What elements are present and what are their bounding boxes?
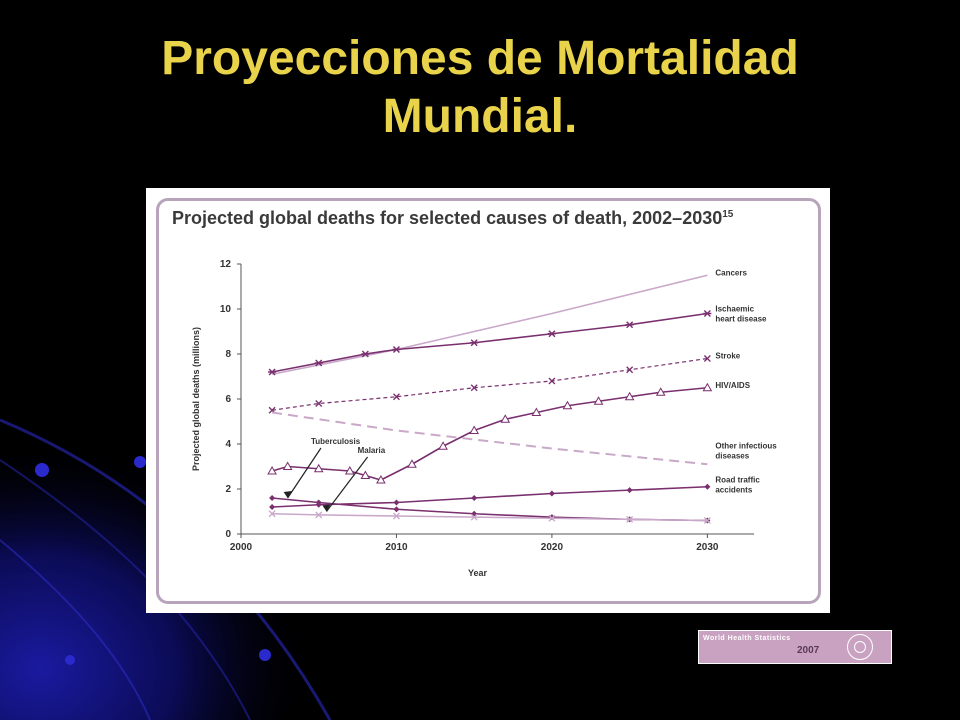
badge-year: 2007 <box>797 645 820 656</box>
data-point <box>392 512 400 520</box>
x-tick-label: 2000 <box>230 542 253 553</box>
annotation-arrow <box>287 447 322 499</box>
y-tick-label: 10 <box>220 304 232 315</box>
chart-figure: Projected global deaths for selected cau… <box>146 188 830 613</box>
data-point <box>624 391 635 401</box>
series-end-label: Road traffic <box>715 475 760 484</box>
series-line <box>271 411 708 466</box>
series-end-label: Ischaemic <box>715 304 754 313</box>
data-point <box>315 400 323 407</box>
who-emblem-icon <box>847 634 873 660</box>
y-axis-title: Projected global deaths (millions) <box>191 327 201 471</box>
series-end-label: heart disease <box>715 314 767 323</box>
data-point <box>269 495 276 501</box>
data-point <box>704 483 711 490</box>
chart-footnote: 15 <box>722 209 734 220</box>
data-point <box>702 382 713 392</box>
data-point <box>593 396 604 405</box>
data-point <box>470 339 479 347</box>
data-point <box>360 470 371 479</box>
series-line <box>271 274 708 376</box>
chart-title-text: Projected global deaths for selected cau… <box>172 208 723 228</box>
annotation-label: Malaria <box>358 446 386 455</box>
data-point <box>438 441 448 450</box>
y-tick-label: 12 <box>220 259 232 270</box>
data-point <box>547 330 556 338</box>
line-chart: 0 2 4 6 8 10 12 2000 2010 2020 2030 Year Projected g… <box>191 259 777 578</box>
data-point <box>470 384 478 392</box>
page-title: Proyecciones de Mortalidad Mundial. <box>0 30 960 146</box>
data-point <box>655 387 666 396</box>
annotation-arrowhead <box>283 491 292 498</box>
data-point <box>313 463 324 473</box>
data-point <box>548 514 556 522</box>
data-point <box>626 487 633 494</box>
y-tick-label: 4 <box>225 439 231 450</box>
data-point <box>393 499 400 506</box>
page-title-line2: Mundial. <box>382 90 578 143</box>
data-point <box>625 321 634 329</box>
series-end-label: diseases <box>715 452 749 461</box>
data-point <box>315 499 322 506</box>
x-tick-label: 2020 <box>541 542 564 553</box>
annotation-arrowhead <box>322 504 331 512</box>
data-point <box>268 510 276 518</box>
data-point <box>703 517 711 524</box>
annotation-label: Tuberculosis <box>311 437 361 446</box>
wh-statistics-badge: World Health Statistics 2007 <box>698 630 892 664</box>
series-end-label: Other infectious <box>715 442 777 451</box>
data-point <box>703 355 711 362</box>
data-point <box>531 407 542 416</box>
data-point <box>469 425 480 434</box>
data-point <box>471 495 478 501</box>
series-line <box>272 357 708 411</box>
y-tick-label: 0 <box>225 529 231 540</box>
data-point <box>703 310 712 317</box>
data-point <box>314 359 323 367</box>
data-point <box>470 513 478 521</box>
series-line <box>271 386 708 481</box>
series-end-label: Cancers <box>715 268 747 277</box>
y-tick-label: 8 <box>225 349 231 360</box>
data-point <box>269 504 276 510</box>
series-line <box>271 312 708 373</box>
data-point <box>407 459 417 468</box>
badge-title: World Health Statistics <box>703 635 791 642</box>
page-title-line1: Proyecciones de Mortalidad <box>161 32 799 85</box>
series-end-label: HIV/AIDS <box>715 381 750 390</box>
data-point <box>268 368 277 376</box>
data-point <box>562 400 573 410</box>
data-point <box>392 346 401 353</box>
data-point <box>392 393 400 401</box>
chart-title: Projected global deaths for selected cau… <box>172 208 733 229</box>
annotation-arrow <box>326 456 369 512</box>
y-tick-label: 2 <box>225 484 231 495</box>
series-end-label: accidents <box>715 485 752 494</box>
data-point <box>361 350 370 358</box>
data-point <box>626 515 634 523</box>
data-point <box>315 511 323 519</box>
data-point <box>500 414 511 423</box>
data-point <box>548 490 555 497</box>
data-point <box>548 514 555 521</box>
chart-frame <box>156 198 821 604</box>
data-point <box>267 465 277 475</box>
data-point <box>548 377 556 385</box>
x-tick-label: 2010 <box>385 542 408 553</box>
data-point <box>344 465 355 475</box>
data-point <box>393 506 400 513</box>
series-end-label: Stroke <box>715 352 740 361</box>
y-tick-label: 6 <box>225 394 231 405</box>
x-tick-label: 2030 <box>696 542 719 553</box>
x-axis-title: Year <box>468 568 488 578</box>
data-point <box>626 366 634 374</box>
data-point <box>282 461 293 470</box>
data-point <box>376 474 386 484</box>
